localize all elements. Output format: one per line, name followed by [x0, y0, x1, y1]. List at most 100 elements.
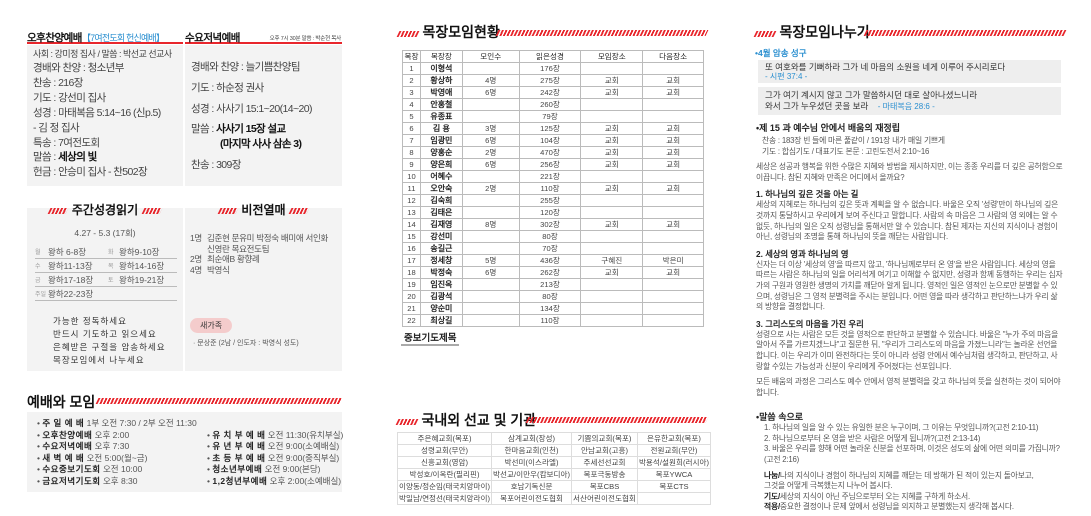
table-cell: 양순미	[419, 302, 463, 315]
table-cell: 16	[402, 242, 421, 255]
table-cell: 4명	[461, 74, 520, 87]
reading-cell: 왕하11-13장	[48, 260, 93, 271]
question: 3. 바울은 우리를 향해 어떤 놀라운 신분을 선포하며, 이것은 성도의 삶…	[764, 444, 1060, 454]
divider-hatch	[863, 30, 1067, 36]
schedule-name: 오후찬양예배	[42, 429, 93, 440]
reading-title: 주간성경읽기	[71, 203, 139, 217]
wednesday-line: 경배와 찬양 : 늘기쁨찬양팀	[191, 61, 301, 73]
mission-cell: 성령교회(무안)	[396, 444, 493, 457]
table-cell	[642, 242, 704, 255]
mission-cell: 주은혜교회(목포)	[396, 432, 493, 445]
reading-header: 주간성경읽기	[27, 201, 183, 219]
vision-names: 신영란 목요전도팀	[207, 243, 270, 254]
table-cell	[461, 278, 520, 291]
table-cell: 이형석	[419, 62, 463, 75]
afternoon-offering: 헌금 : 안승미 집사 - 찬502장	[33, 166, 148, 178]
schedule-name: 새 벽 예 배	[42, 452, 85, 463]
reading-cell: 왕하9-10장	[119, 246, 160, 257]
table-cell: 교회	[642, 146, 704, 159]
verse-ref: - 마태복음 28:6 -	[877, 102, 935, 111]
mission-cell: 삼계교회(장성)	[491, 432, 573, 445]
wednesday-meta: 오후 7시 30분 말씀 : 박순현 목사	[269, 36, 342, 42]
table-row: 1 이형석 176장	[402, 62, 704, 75]
table-cell	[642, 290, 704, 303]
table-cell: 교회	[642, 158, 704, 171]
reading-box: 주간성경읽기 4.27 - 5.3 (17회) 월 왕하 6-8장 화 왕하9-10장…	[27, 203, 183, 371]
table-cell	[642, 302, 704, 315]
question: 2. 하나님으로부터 온 영을 받은 사람은 어떻게 됩니까?(고전 2:13-…	[764, 433, 981, 443]
table-cell: 6명	[461, 158, 520, 171]
vision-names: 김준현 문유미 박정숙 배미애 서인화	[207, 233, 329, 243]
table-cell: 13	[402, 206, 421, 219]
apply-item: 나눔/나의 지식이나 경험이 하나님의 지혜를 깨닫는 데 방해가 된 적이 있…	[764, 471, 1064, 482]
afternoon-line: 찬송 : 216장	[33, 77, 83, 89]
table-cell	[461, 290, 520, 303]
reading-cell: 왕하 6-8장	[48, 246, 87, 257]
mission-cell: 박용석/설원희(러시아)	[636, 456, 711, 469]
mission-cell: 기쁨의교회(목포)	[571, 432, 638, 445]
table-cell: 유종표	[419, 110, 463, 123]
schedule-time: 오후 2:00(소예배실)	[269, 475, 342, 486]
afternoon-header: 오후찬양예배【7여전도회 헌신예배】	[27, 28, 183, 44]
reading-cell: 왕하22-23장	[48, 288, 94, 299]
table-cell: 교회	[642, 74, 704, 87]
table-cell: 최상길	[419, 314, 463, 327]
mission-cell: 서산어린이전도협회	[571, 492, 638, 505]
table-cell: 18	[402, 266, 421, 279]
question: 1. 하나님의 일을 알 수 있는 유일한 분은 누구이며, 그 이유는 무엇입…	[764, 423, 1039, 433]
sharing-title: 목장모임나누기	[779, 24, 870, 40]
table-row: 9 양은희 6명 256장 교회 교회	[402, 158, 704, 171]
table-cell: 김재영	[419, 218, 463, 231]
schedule-name: 금요저녁기도회	[42, 475, 101, 486]
mission-cell: 목포CBS	[571, 480, 638, 493]
table-cell	[461, 314, 520, 327]
table-cell: 255장	[518, 194, 582, 207]
mission-table: 주은혜교회(목포) 삼계교회(장성) 기쁨의교회(목포) 은유한교회(목포) 성령교회(…	[396, 432, 711, 505]
table-cell	[642, 110, 704, 123]
reading-cell: 월	[35, 250, 41, 256]
table-cell	[580, 110, 644, 123]
mission-row: 박일남/연정선(태국치앙라이) 목포어린이전도협회 서산어린이전도협회	[396, 492, 711, 505]
table-cell: 3	[402, 86, 421, 99]
reading-cell: 수	[35, 264, 41, 270]
table-cell: 110장	[518, 314, 582, 327]
schedule-time: 오전 5:00(월~금)	[86, 452, 148, 463]
table-cell: 교회	[580, 218, 644, 231]
memory-verse-label: •4월 암송 성구	[755, 48, 807, 58]
mission-header: 국내외 선교 및 기관	[395, 410, 536, 430]
mission-row: 주은혜교회(목포) 삼계교회(장성) 기쁨의교회(목포) 은유한교회(목포)	[396, 432, 711, 445]
table-row: 2 황상하 4명 275장 교회 교회	[402, 74, 704, 87]
table-row: 10 어혜수 221장	[402, 170, 704, 183]
cell-status-header: 목장모임현황	[396, 22, 500, 42]
verse-text: 그가 여기 계시지 않고 그가 말씀하시던 대로 살아나셨느니라	[765, 90, 978, 100]
table-cell: 김 용	[419, 122, 463, 135]
mission-cell: 신흥교회(영암)	[396, 456, 493, 469]
table-cell	[461, 62, 520, 75]
column-header: 다음장소	[642, 50, 704, 63]
table-cell: 242장	[518, 86, 582, 99]
column-header: 모임장소	[580, 50, 644, 63]
prayer-title: 중보기도제목	[401, 330, 460, 346]
table-cell: 교회	[580, 146, 644, 159]
table-row: 19 임진옥 213장	[402, 278, 704, 291]
schedule-name: 청소년부예배	[212, 464, 263, 474]
lesson-hymn: 찬송 : 183장 빈 들에 마른 풀같이 / 191장 내가 매일 기쁘게	[762, 136, 945, 145]
word-title: •말씀 속으로	[756, 412, 804, 423]
afternoon-sermon: 말씀 : 세상의 빛	[33, 149, 97, 164]
sharing-header: 목장모임나누기	[753, 22, 870, 42]
table-cell: 교회	[580, 86, 644, 99]
reading-cell: 왕하14-16장	[119, 260, 165, 271]
vision-names: 최순애B 황향례	[207, 254, 260, 264]
table-cell: 송길근	[419, 242, 463, 255]
schedule-item: • 오후찬양예배 오후 2:00	[37, 429, 130, 440]
table-cell: 교회	[642, 86, 704, 99]
lesson-intro: 세상은 성공과 행복을 위한 수많은 지혜와 방법을 제시하지만, 이는 종종 …	[756, 162, 1063, 182]
schedule-time: 오후 8:30	[102, 475, 138, 486]
table-cell: 110장	[518, 182, 582, 195]
table-row: 13 김태은 120장	[402, 206, 704, 219]
mission-cell: 은유한교회(목포)	[636, 432, 711, 445]
reading-tip: 가능한 정독하세요	[53, 316, 127, 326]
table-row: 11 오안숙 2명 110장 교회 교회	[402, 182, 704, 195]
reading-cell: 토	[108, 278, 114, 284]
